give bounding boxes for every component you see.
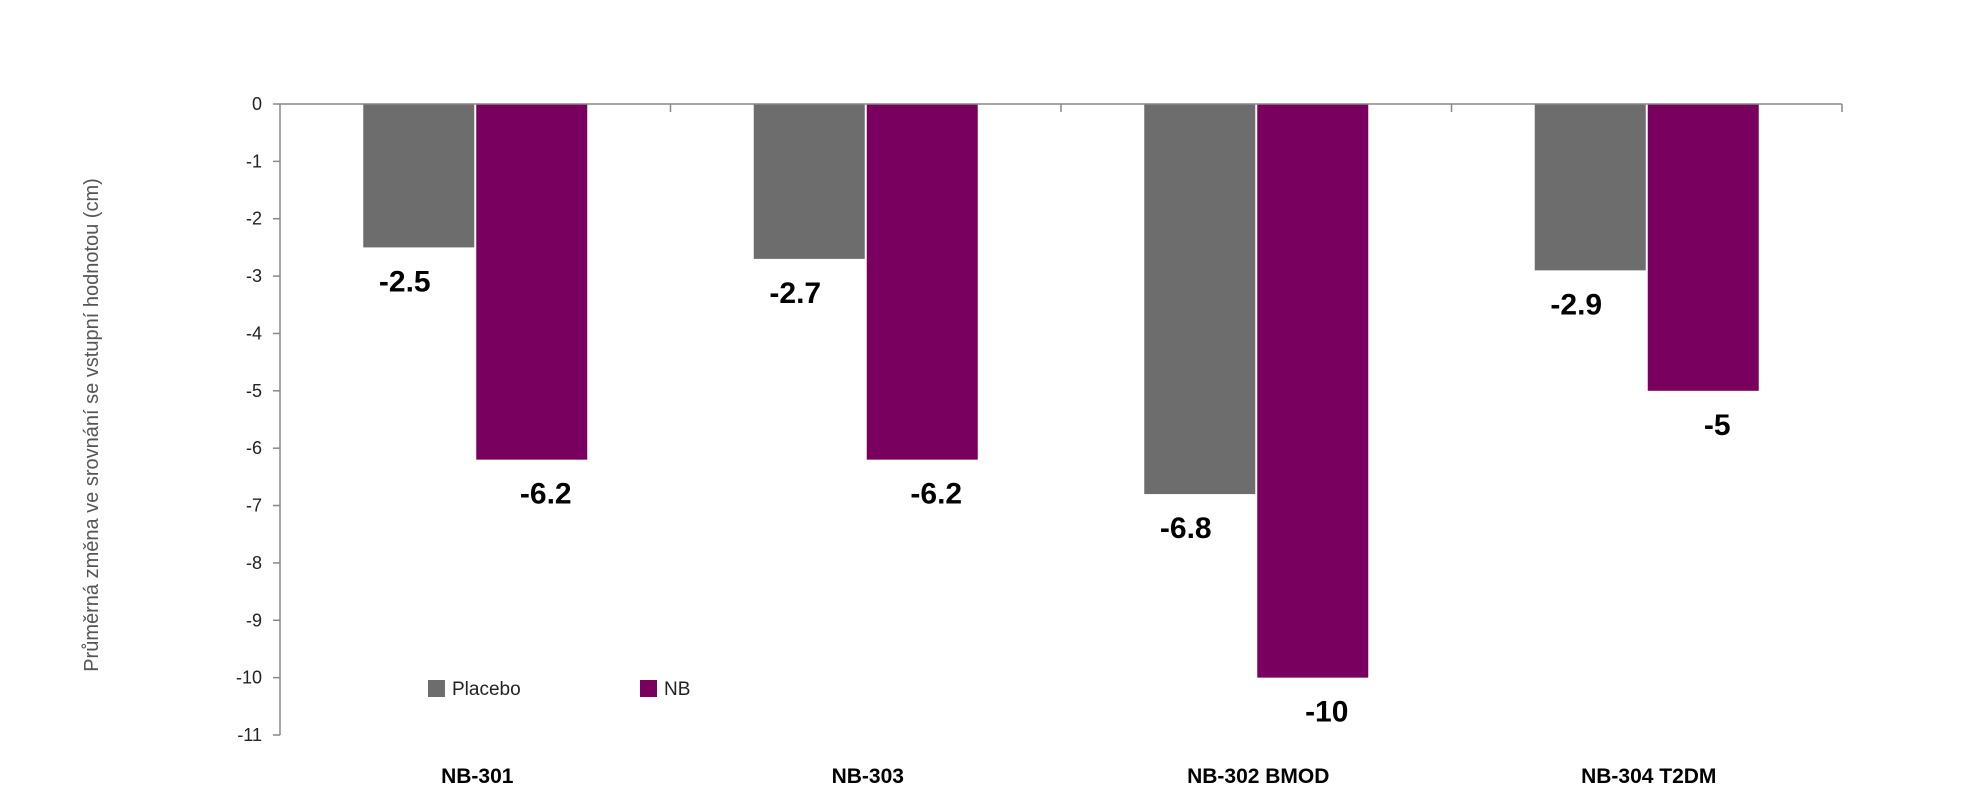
data-label-placebo-0: -2.5 — [379, 265, 431, 298]
category-label-1: NB-303 — [832, 765, 904, 788]
bars — [363, 104, 1759, 678]
data-label-placebo-3: -2.9 — [1550, 288, 1602, 321]
y-axis-title-group: Průměrná změna ve srovnání se vstupní ho… — [81, 178, 103, 672]
bar-placebo-0 — [363, 104, 475, 248]
legend-label-nb: NB — [664, 679, 690, 700]
data-label-nb-3: -5 — [1704, 409, 1731, 442]
y-tick-label: -1 — [246, 151, 262, 171]
legend-label-placebo: Placebo — [452, 679, 521, 700]
y-tick-label: -2 — [246, 209, 262, 229]
y-axis-title: Průměrná změna ve srovnání se vstupní ho… — [81, 178, 103, 672]
y-tick-label: -8 — [246, 553, 262, 573]
category-label-2: NB-302 BMOD — [1187, 765, 1329, 788]
legend: Placebo NB — [428, 679, 690, 700]
legend-swatch-nb — [640, 680, 657, 697]
bar-nb-0 — [476, 104, 588, 460]
bar-nb-2 — [1257, 104, 1369, 678]
bar-placebo-2 — [1144, 104, 1256, 495]
axes — [279, 103, 1843, 735]
bar-nb-3 — [1647, 104, 1759, 391]
y-tick-label: 0 — [252, 94, 262, 114]
data-label-placebo-2: -6.8 — [1160, 512, 1212, 545]
y-tick-label: -6 — [246, 438, 262, 458]
data-labels: -2.5 -6.2 -2.7 -6.2 -6.8 -10 -2.9 -5 — [379, 265, 1731, 728]
bar-nb-1 — [866, 104, 978, 460]
bar-placebo-3 — [1534, 104, 1646, 271]
data-label-nb-0: -6.2 — [520, 478, 572, 511]
y-tick-label: -9 — [246, 610, 262, 630]
y-tick-label: -4 — [246, 323, 262, 343]
category-label-0: NB-301 — [441, 765, 514, 788]
data-label-nb-1: -6.2 — [910, 478, 962, 511]
y-tick-label: -3 — [246, 266, 262, 286]
data-label-nb-2: -10 — [1305, 696, 1348, 729]
data-label-placebo-1: -2.7 — [769, 277, 821, 310]
y-axis-ticks: 0 -1 -2 -3 -4 -5 -6 -7 -8 -9 -10 -11 — [236, 94, 280, 745]
y-tick-label: -11 — [237, 725, 262, 745]
y-tick-label: -7 — [246, 496, 262, 516]
category-label-3: NB-304 T2DM — [1581, 765, 1716, 788]
legend-swatch-placebo — [428, 680, 445, 697]
y-tick-label: -5 — [246, 381, 262, 401]
category-labels: NB-301 NB-303 NB-302 BMOD NB-304 T2DM — [441, 765, 1716, 788]
bar-placebo-1 — [753, 104, 865, 259]
y-tick-label: -10 — [236, 668, 262, 688]
